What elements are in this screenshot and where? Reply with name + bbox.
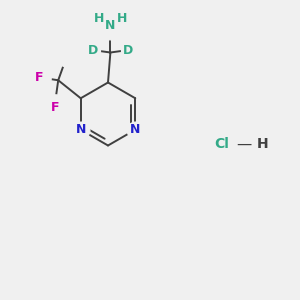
Text: D: D — [88, 44, 98, 57]
Text: H: H — [117, 12, 127, 25]
Text: F: F — [51, 101, 59, 114]
Text: D: D — [123, 44, 133, 57]
Text: H: H — [257, 137, 268, 151]
Text: F: F — [35, 71, 43, 84]
Text: Cl: Cl — [214, 137, 230, 151]
Text: N: N — [105, 19, 116, 32]
Text: N: N — [76, 123, 86, 136]
Text: —: — — [236, 136, 251, 152]
Text: H: H — [94, 12, 104, 25]
Text: N: N — [130, 123, 140, 136]
